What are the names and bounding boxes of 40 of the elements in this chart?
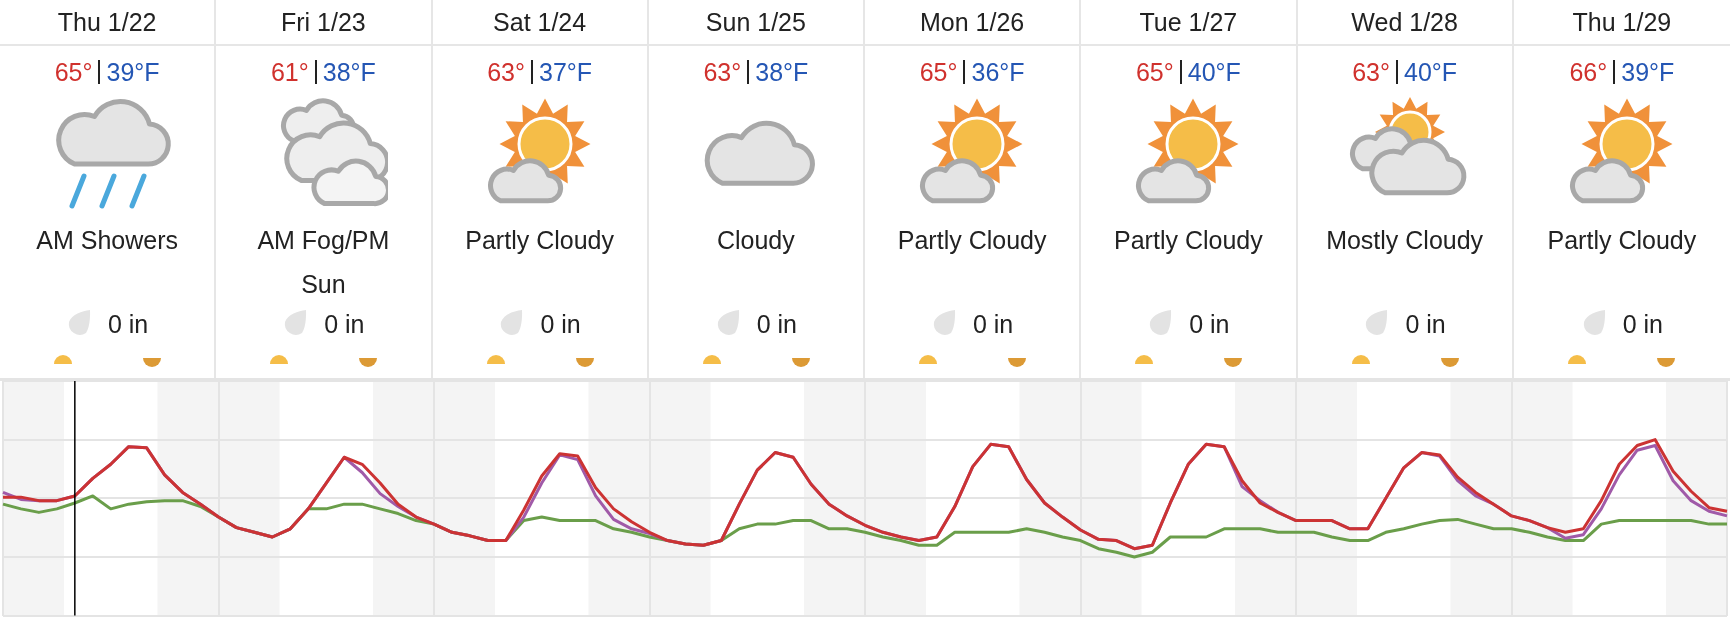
- text: AM Showers: [35, 225, 179, 256]
- text: Partly Cloudy: [1113, 225, 1264, 256]
- data-label: 0 in: [324, 309, 365, 339]
- data-label: 66°: [1569, 57, 1608, 87]
- text: Partly Cloudy: [1546, 225, 1698, 256]
- data-label: 37°F: [538, 57, 593, 87]
- data-label: 63°: [703, 57, 742, 87]
- data-label: 0 in: [540, 309, 581, 339]
- category-label: Mon 1/26: [865, 0, 1080, 46]
- data-label: 0 in: [756, 309, 798, 339]
- data-label: 38°F: [755, 57, 809, 87]
- data-label: 63°: [487, 57, 525, 87]
- data-label: 40°F: [1403, 57, 1458, 87]
- text: Cloudy: [715, 225, 796, 256]
- data-label: 38°F: [322, 57, 376, 87]
- category-label: Wed 1/28: [1297, 0, 1512, 46]
- category-label: Sat 1/24: [432, 0, 647, 46]
- data-label: 0 in: [1622, 309, 1664, 339]
- category-label: Tue 1/27: [1081, 0, 1296, 46]
- data-label: 61°: [270, 57, 309, 87]
- text: Partly Cloudy: [896, 225, 1048, 256]
- data-label: 65°: [919, 57, 958, 87]
- category-label: Fri 1/23: [216, 0, 431, 46]
- category-label: Sun 1/25: [648, 0, 863, 46]
- data-label: 36°F: [971, 57, 1025, 87]
- text: Partly Cloudy: [464, 225, 615, 256]
- data-label: 65°: [1135, 57, 1174, 87]
- data-label: 39°F: [106, 57, 160, 87]
- category-label: Thu 1/29: [1513, 0, 1730, 46]
- text: AM Fog/PM Sun: [256, 225, 391, 300]
- data-label: 0 in: [1189, 309, 1230, 339]
- data-label: 63°: [1352, 57, 1390, 87]
- data-label: 40°F: [1187, 57, 1241, 87]
- data-label: 0 in: [107, 309, 149, 339]
- data-label: 39°F: [1621, 57, 1675, 87]
- text: Mostly Cloudy: [1325, 225, 1485, 256]
- data-label: 65°: [54, 57, 93, 87]
- data-label: 0 in: [972, 309, 1014, 339]
- data-label: 0 in: [1405, 309, 1446, 339]
- category-label: Thu 1/22: [0, 0, 215, 46]
